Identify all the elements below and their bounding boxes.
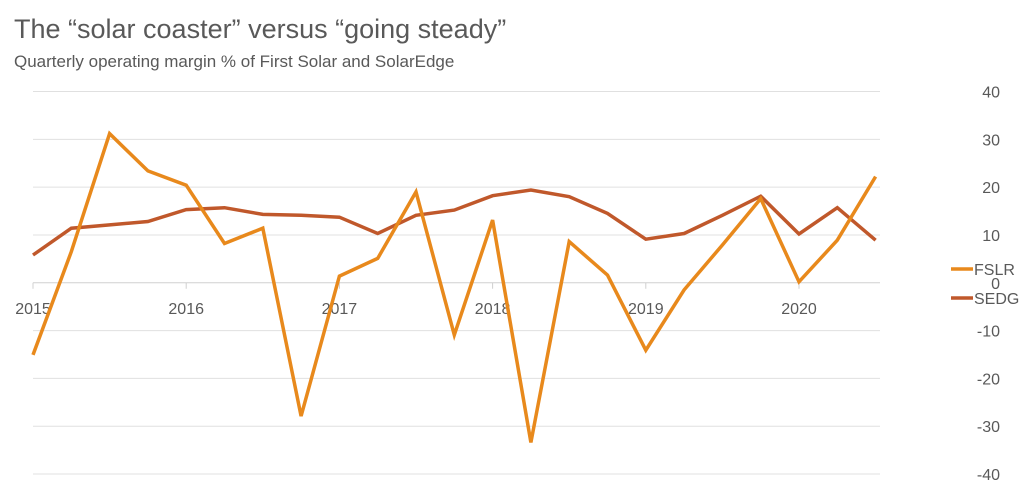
y-tick-label: -30 <box>977 419 1000 436</box>
x-tick-label: 2020 <box>781 301 817 318</box>
series-line-sedg <box>31 188 877 257</box>
chart-title: The “solar coaster” versus “going steady… <box>14 14 507 44</box>
y-tick-label: 30 <box>982 132 1000 149</box>
x-tick-label: 2015 <box>15 301 51 318</box>
legend-label-fslr: FSLR <box>974 262 1015 279</box>
y-tick-label: -20 <box>977 371 1000 388</box>
y-tick-label: -10 <box>977 324 1000 341</box>
y-tick-label: 0 <box>991 276 1000 293</box>
y-tick-label: 40 <box>982 85 1000 102</box>
series-line-fslr <box>31 130 878 443</box>
x-tick-label: 2018 <box>475 301 511 318</box>
legend-label-sedg: SEDG <box>974 291 1019 308</box>
y-tick-label: 20 <box>982 180 1000 197</box>
y-tick-label: -40 <box>977 467 1000 484</box>
x-tick-label: 2016 <box>168 301 204 318</box>
x-tick-label: 2019 <box>628 301 664 318</box>
chart-subtitle: Quarterly operating margin % of First So… <box>14 52 455 71</box>
y-tick-label: 10 <box>982 228 1000 245</box>
